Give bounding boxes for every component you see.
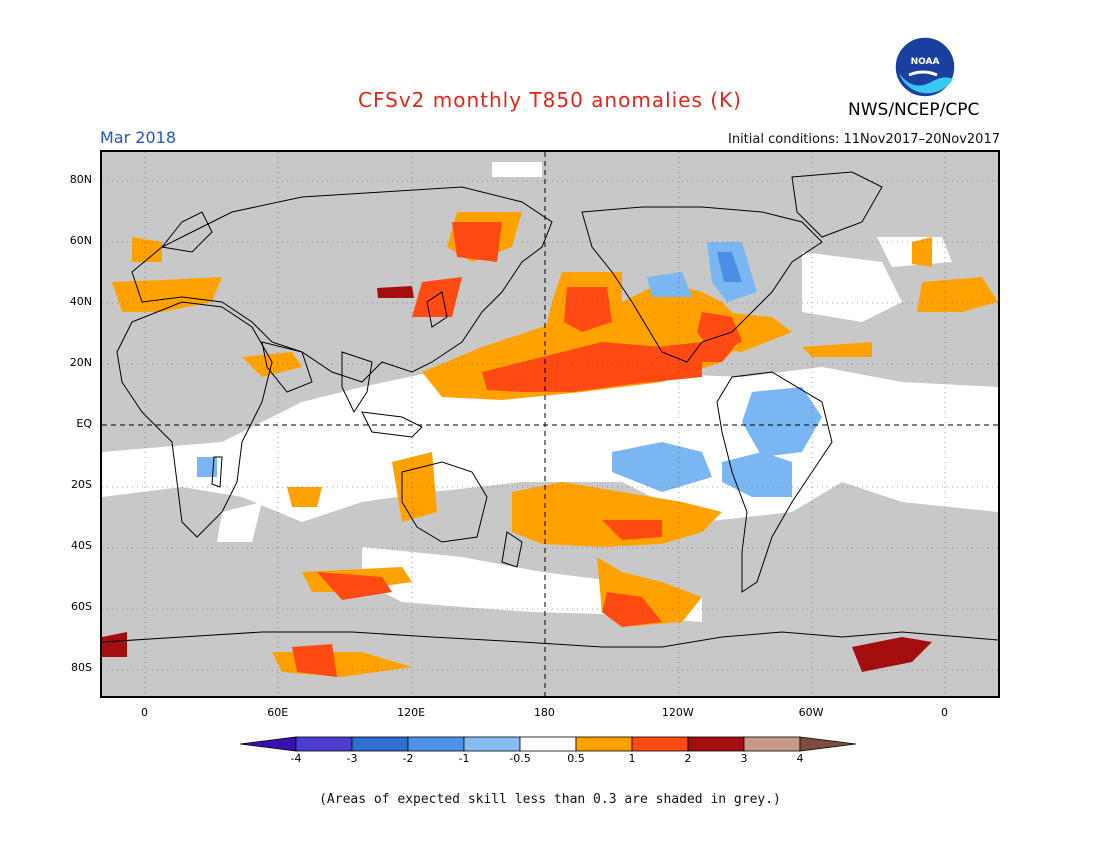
lon-label: 120W (661, 706, 694, 719)
colorbar-swatch (799, 736, 857, 752)
lon-label: 120E (397, 706, 426, 719)
colorbar-label: 0.5 (567, 752, 585, 765)
initial-conditions: Initial conditions: 11Nov2017–20Nov2017 (728, 132, 1000, 147)
colorbar-swatch (295, 736, 353, 752)
lat-label: 60N (69, 234, 92, 248)
colorbar-swatch (407, 736, 465, 752)
colorbar-label: 2 (684, 752, 692, 765)
colorbar-label: 1 (628, 752, 636, 765)
colorbar-label: -4 (290, 752, 302, 765)
lon-label: 0 (940, 706, 948, 719)
anomaly-blue (717, 252, 742, 282)
coastlines (102, 171, 998, 648)
noaa-logo-icon: NOAA (894, 36, 956, 98)
skill-footnote: (Areas of expected skill less than 0.3 a… (319, 792, 781, 807)
colorbar (240, 736, 857, 752)
lon-label: 180 (533, 706, 555, 719)
lon-label: 60W (798, 706, 824, 719)
colorbar-swatch (743, 736, 801, 752)
colorbar-swatch (687, 736, 745, 752)
lat-label: 20S (71, 477, 92, 491)
anomaly-red (292, 222, 742, 677)
colorbar-label: -1 (458, 752, 470, 765)
lon-label: 0 (140, 706, 148, 719)
logo-text: NOAA (911, 57, 940, 67)
colorbar-swatch (575, 736, 633, 752)
lat-label: 40N (69, 295, 92, 309)
colorbar-swatch (631, 736, 689, 752)
forecast-month: Mar 2018 (100, 128, 176, 147)
colorbar-swatch (519, 736, 577, 752)
anomaly-darkred (102, 286, 932, 672)
colorbar-swatch (240, 736, 297, 752)
lat-label: EQ (76, 417, 92, 430)
lat-label: 80S (71, 660, 92, 674)
colorbar-label: 3 (740, 752, 748, 765)
anomaly-map (100, 150, 1000, 698)
lat-label: 60S (71, 599, 92, 613)
colorbar-swatch (351, 736, 409, 752)
lon-label: 60E (267, 706, 289, 719)
gridlines (102, 152, 998, 696)
agency-label: NWS/NCEP/CPC (848, 100, 980, 120)
lat-label: 40S (71, 538, 92, 552)
colorbar-label: -0.5 (509, 752, 531, 765)
lat-label: 20N (69, 356, 92, 370)
map-canvas (102, 152, 998, 696)
lat-label: 80N (69, 173, 92, 187)
map-title: CFSv2 monthly T850 anomalies (K) (358, 88, 742, 112)
colorbar-label: -2 (402, 752, 414, 765)
colorbar-label: 4 (796, 752, 804, 765)
colorbar-label: -3 (346, 752, 358, 765)
colorbar-swatch (463, 736, 521, 752)
